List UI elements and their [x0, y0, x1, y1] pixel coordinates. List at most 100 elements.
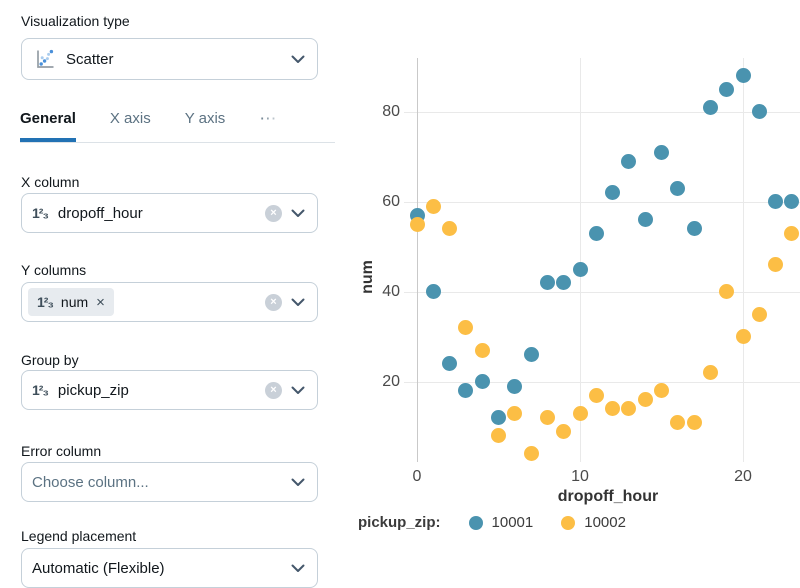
scatter-point — [719, 284, 735, 300]
scatter-point — [491, 410, 506, 426]
x-column-value: dropoff_hour — [57, 204, 143, 222]
x-column-select[interactable]: 1²₃ dropoff_hour × — [21, 193, 318, 233]
number-type-icon: 1²₃ — [37, 294, 54, 310]
legend-label: 10001 — [491, 514, 534, 531]
scatter-point — [751, 104, 767, 120]
scatter-point — [507, 405, 523, 421]
scatter-point — [572, 405, 588, 421]
x-axis-title: dropoff_hour — [557, 488, 659, 505]
scatter-point — [572, 261, 588, 277]
scatter-point — [425, 284, 441, 300]
chevron-down-icon — [291, 55, 305, 64]
scatter-chart-icon — [32, 47, 56, 71]
x-tick-label: 0 — [412, 468, 422, 485]
chevron-down-icon — [291, 386, 305, 395]
scatter-point — [588, 387, 604, 403]
legend-label: 10002 — [584, 514, 626, 531]
legend-item-10002[interactable]: 10002 — [561, 514, 626, 531]
scatter-point — [784, 194, 800, 210]
number-type-icon: 1²₃ — [32, 205, 49, 221]
legend-placement-label: Legend placement — [21, 528, 137, 544]
number-type-icon: 1²₃ — [32, 382, 49, 398]
scatter-point — [474, 342, 490, 358]
scatter-point — [523, 347, 539, 363]
y-gridline — [404, 111, 800, 113]
scatter-point — [621, 153, 637, 169]
tab-x-axis[interactable]: X axis — [109, 110, 151, 127]
viz-type-select[interactable]: Scatter — [21, 38, 318, 80]
scatter-point — [735, 329, 751, 345]
y-columns-select[interactable]: 1²₃ num × × — [21, 282, 318, 322]
scatter-point — [588, 225, 604, 241]
scatter-point — [735, 68, 751, 84]
scatter-point — [637, 212, 653, 228]
viz-type-label: Visualization type — [21, 13, 130, 29]
scatter-point — [556, 423, 572, 439]
scatter-point — [784, 225, 800, 241]
scatter-point — [539, 275, 555, 291]
scatter-point — [621, 401, 637, 417]
clear-selection-icon[interactable]: × — [265, 381, 282, 399]
scatter-point — [654, 144, 669, 160]
remove-chip-icon[interactable]: × — [96, 293, 105, 311]
y-tick-label: 20 — [382, 372, 400, 390]
legend-placement-value: Automatic (Flexible) — [32, 559, 165, 577]
chevron-down-icon — [291, 209, 305, 218]
scatter-point — [507, 378, 523, 394]
x-column-label: X column — [21, 174, 80, 190]
scatter-point — [458, 383, 474, 399]
legend-swatch-yellow — [561, 515, 576, 530]
y-tick-label: 80 — [382, 102, 400, 120]
x-tick-label: 10 — [571, 468, 589, 485]
clear-selection-icon[interactable]: × — [265, 293, 282, 311]
group-by-value: pickup_zip — [57, 381, 129, 399]
scatter-point — [670, 180, 686, 196]
y-column-chip[interactable]: 1²₃ num × — [28, 288, 114, 316]
x-gridline — [743, 58, 744, 462]
scatter-point — [605, 185, 621, 201]
tab-general[interactable]: General — [20, 109, 76, 142]
scatter-point — [702, 365, 718, 381]
scatter-point — [768, 194, 784, 210]
scatter-point — [768, 257, 784, 273]
group-by-label: Group by — [21, 352, 79, 368]
y-gridline — [404, 381, 800, 383]
scatter-point — [654, 383, 669, 399]
x-tick-label: 20 — [734, 468, 752, 485]
clear-selection-icon[interactable]: × — [265, 204, 282, 222]
legend-item-10001[interactable]: 10001 — [468, 514, 534, 531]
scatter-point — [670, 414, 686, 430]
error-column-placeholder: Choose column... — [32, 473, 149, 491]
scatter-point — [491, 428, 506, 444]
group-by-select[interactable]: 1²₃ pickup_zip × — [21, 370, 318, 410]
x-gridline — [580, 58, 581, 462]
legend-title: pickup_zip: — [358, 514, 441, 531]
scatter-point — [442, 221, 458, 237]
tab-y-axis[interactable]: Y axis — [184, 110, 226, 127]
scatter-point — [686, 414, 702, 430]
y-tick-label: 40 — [382, 282, 400, 300]
error-column-select[interactable]: Choose column... — [21, 462, 318, 502]
chevron-down-icon — [291, 298, 305, 307]
legend-swatch-blue — [468, 515, 483, 530]
scatter-point — [474, 374, 490, 390]
y-gridline — [404, 291, 800, 293]
y-axis-line — [417, 58, 418, 462]
scatter-point — [719, 81, 735, 97]
chevron-down-icon — [291, 564, 305, 573]
scatter-point — [458, 320, 474, 336]
scatter-point — [605, 401, 621, 417]
y-gridline — [404, 201, 800, 203]
scatter-point — [523, 446, 539, 462]
scatter-point — [556, 275, 572, 291]
chevron-down-icon — [291, 478, 305, 487]
scatter-point — [686, 221, 702, 237]
y-tick-label: 60 — [382, 192, 400, 210]
scatter-point — [409, 216, 425, 232]
scatter-point — [637, 392, 653, 408]
scatter-point — [751, 306, 767, 322]
scatter-point — [539, 410, 555, 426]
scatter-point — [442, 356, 458, 372]
